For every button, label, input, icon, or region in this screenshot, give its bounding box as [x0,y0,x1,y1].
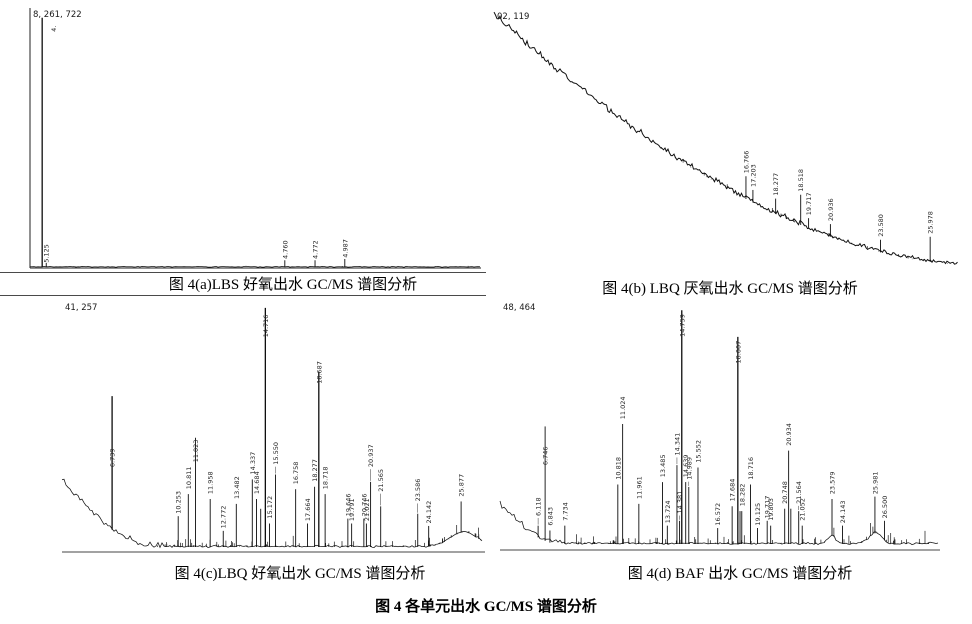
caption-panel-c: 图 4(c)LBQ 好氧出水 GC/MS 谱图分析 [174,566,426,582]
peak-label: 14.381 [676,491,684,514]
peak-label: 14.759 [678,314,686,337]
peak-label: 21.021 [363,498,371,521]
tic-trace [499,500,939,546]
corner-abundance-label: 8, 261, 722 [33,10,82,20]
peak-label: 18.716 [747,457,755,480]
corner-abundance-label: 02, 119 [497,12,529,22]
peak-label: 20.748 [781,481,789,504]
peak-label: 14.989 [685,457,693,480]
peak-label: 18.007 [734,341,742,364]
peak-label: 15.172 [266,496,274,519]
peak-label: 10.818 [614,457,622,480]
peak-label: 14.639 [682,454,690,477]
peak-label: 14.716 [262,315,270,338]
peak-label: 16.758 [292,462,300,485]
noise-spikes [576,523,929,544]
corner-abundance-label: 48, 464 [503,303,535,313]
chromatogram-panel-a: 5.125 4. 4.760 4.772 4.987 8, 261, 722 [29,8,481,269]
peak-label: 18.277 [311,459,319,482]
figure-main-caption: 图 4 各单元出水 GC/MS 谱图分析 [375,599,597,615]
peak-label: 25.877 [458,474,466,497]
peak-label: 14.337 [249,452,257,475]
peak-label: 17.203 [749,164,757,187]
peak-label: 19.803 [767,498,775,521]
peak-label: 17.664 [304,498,312,521]
peak-label: 24.142 [425,501,433,524]
peak-label: 14.341 [673,433,681,456]
peak-label: 5.125 [43,244,51,263]
peak-label: 26.500 [881,496,889,519]
peak-label: 16.766 [742,151,750,174]
tic-trace [493,11,958,265]
peak-label: 18.718 [322,466,330,489]
peak-label: 21.565 [377,469,385,492]
peak-label: 6.118 [535,497,543,516]
peak-label: 15.550 [272,442,280,465]
peak-label: 11.958 [207,471,215,494]
peak-label: 18.518 [797,169,805,192]
noise-spikes [661,147,955,264]
peak-label: 18.282 [738,484,746,507]
peak-label: 19.646 [344,493,352,516]
peak-label: 20.937 [367,444,375,467]
peak-label: 23.579 [829,471,837,494]
peak-label: 4.772 [312,240,320,259]
caption-panel-b: 图 4(b) LBQ 厌氧出水 GC/MS 谱图分析 [602,281,858,297]
peak-label: 17.684 [729,479,737,502]
peak-label: 6.843 [546,507,554,526]
peak-label: 13.485 [659,454,667,477]
peak-label: 4.760 [281,240,289,259]
peak-label: 14.684 [253,471,261,494]
peak-label: 4.987 [341,239,349,258]
corner-abundance-label: 41, 257 [65,303,97,313]
peak-label: 6.746 [542,446,550,465]
peak-label: 19.717 [764,496,772,519]
peak-label: 10.811 [185,466,193,489]
peak-label: 24.143 [839,500,847,523]
peak-label: 15.552 [694,440,702,463]
peak-label: 13.482 [233,476,241,499]
tic-trace [61,478,483,549]
chromatogram-panel-d: 6.118 6.746 6.843 7.734 10.818 11.024 11.961 13… [499,303,940,551]
peak-label: 6.739 [109,448,117,467]
tic-trace [29,265,481,268]
caption-panel-d: 图 4(d) BAF 出水 GC/MS 谱图分析 [627,566,853,582]
peak-label: 18.277 [772,173,780,196]
peak-label: 20.746 [360,493,368,516]
peak-label: 21.564 [795,481,803,504]
peak-label: 16.572 [714,503,722,526]
peak-label: 25.981 [871,471,879,494]
peak-label: 4. [50,26,58,32]
peak-label: 11.961 [635,476,643,499]
peak-label: 18.687 [315,361,323,384]
peak-label: 20.934 [785,423,793,446]
noise-spikes [56,265,469,267]
peak-label: 21.052 [799,498,807,521]
peak-label: 23.580 [877,214,885,237]
peak-label: 11.024 [619,396,627,419]
peak-label: 23.586 [414,479,422,502]
peak-label: 19.125 [754,503,762,526]
peak-label: 11.023 [192,440,200,463]
peak-label: 7.734 [561,502,569,521]
peak-label: 13.724 [664,500,672,523]
peak-label: 10.253 [175,491,183,514]
peak-label: 12.772 [220,506,228,529]
caption-panel-a: 图 4(a)LBS 好氧出水 GC/MS 谱图分析 [0,272,486,296]
peak-label: 25.978 [927,211,935,234]
peak-label: 19.717 [805,192,813,215]
peak-label: 19.791 [348,498,356,521]
peak-label: 20.936 [827,198,835,221]
